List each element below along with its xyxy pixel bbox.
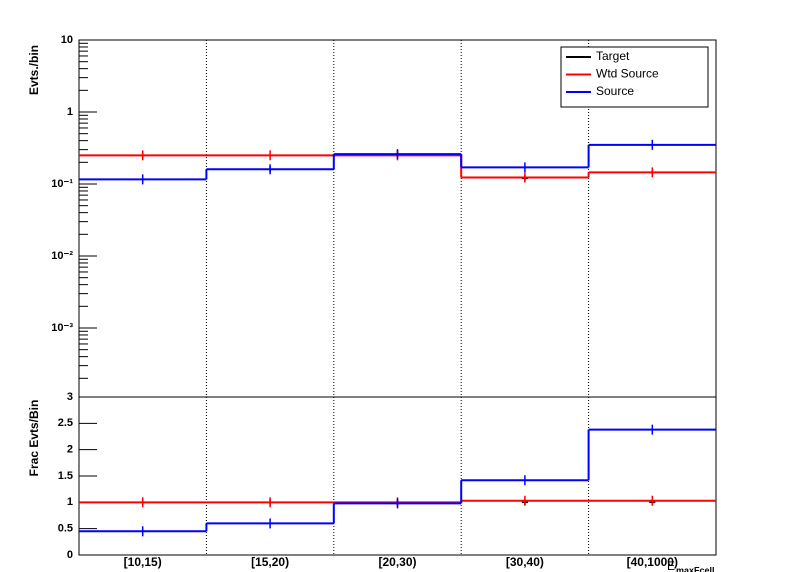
x-tick-label: [40,1000) [627, 555, 678, 569]
y-tick-label: 1.5 [58, 470, 73, 482]
x-tick-label: [15,20) [251, 555, 289, 569]
x-tick-label: [30,40) [506, 555, 544, 569]
legend-label: Source [596, 84, 634, 98]
y-tick-label: 10 [61, 34, 73, 46]
y-tick-label: 10⁻¹ [51, 178, 73, 190]
y-tick-label: 0.5 [58, 523, 73, 535]
y-tick-label: 1 [67, 496, 73, 508]
x-tick-label: [10,15) [124, 555, 162, 569]
y-tick-label: 2.5 [58, 417, 73, 429]
y-tick-label: 0 [67, 549, 73, 561]
y-axis-label: Evts./bin [27, 45, 41, 95]
y-tick-label: 10⁻² [51, 250, 73, 262]
y-tick-label: 3 [67, 391, 73, 403]
y-tick-label: 10⁻³ [51, 322, 73, 334]
y-tick-label: 1 [67, 106, 73, 118]
x-axis-label: E [667, 559, 675, 572]
legend-label: Wtd Source [596, 67, 659, 81]
y-tick-label: 2 [67, 444, 73, 456]
y-axis-label: Frac Evts/Bin [27, 400, 41, 477]
x-tick-label: [20,30) [378, 555, 416, 569]
legend-label: Target [596, 49, 630, 63]
x-axis-label-sub: maxFcell [676, 565, 715, 572]
